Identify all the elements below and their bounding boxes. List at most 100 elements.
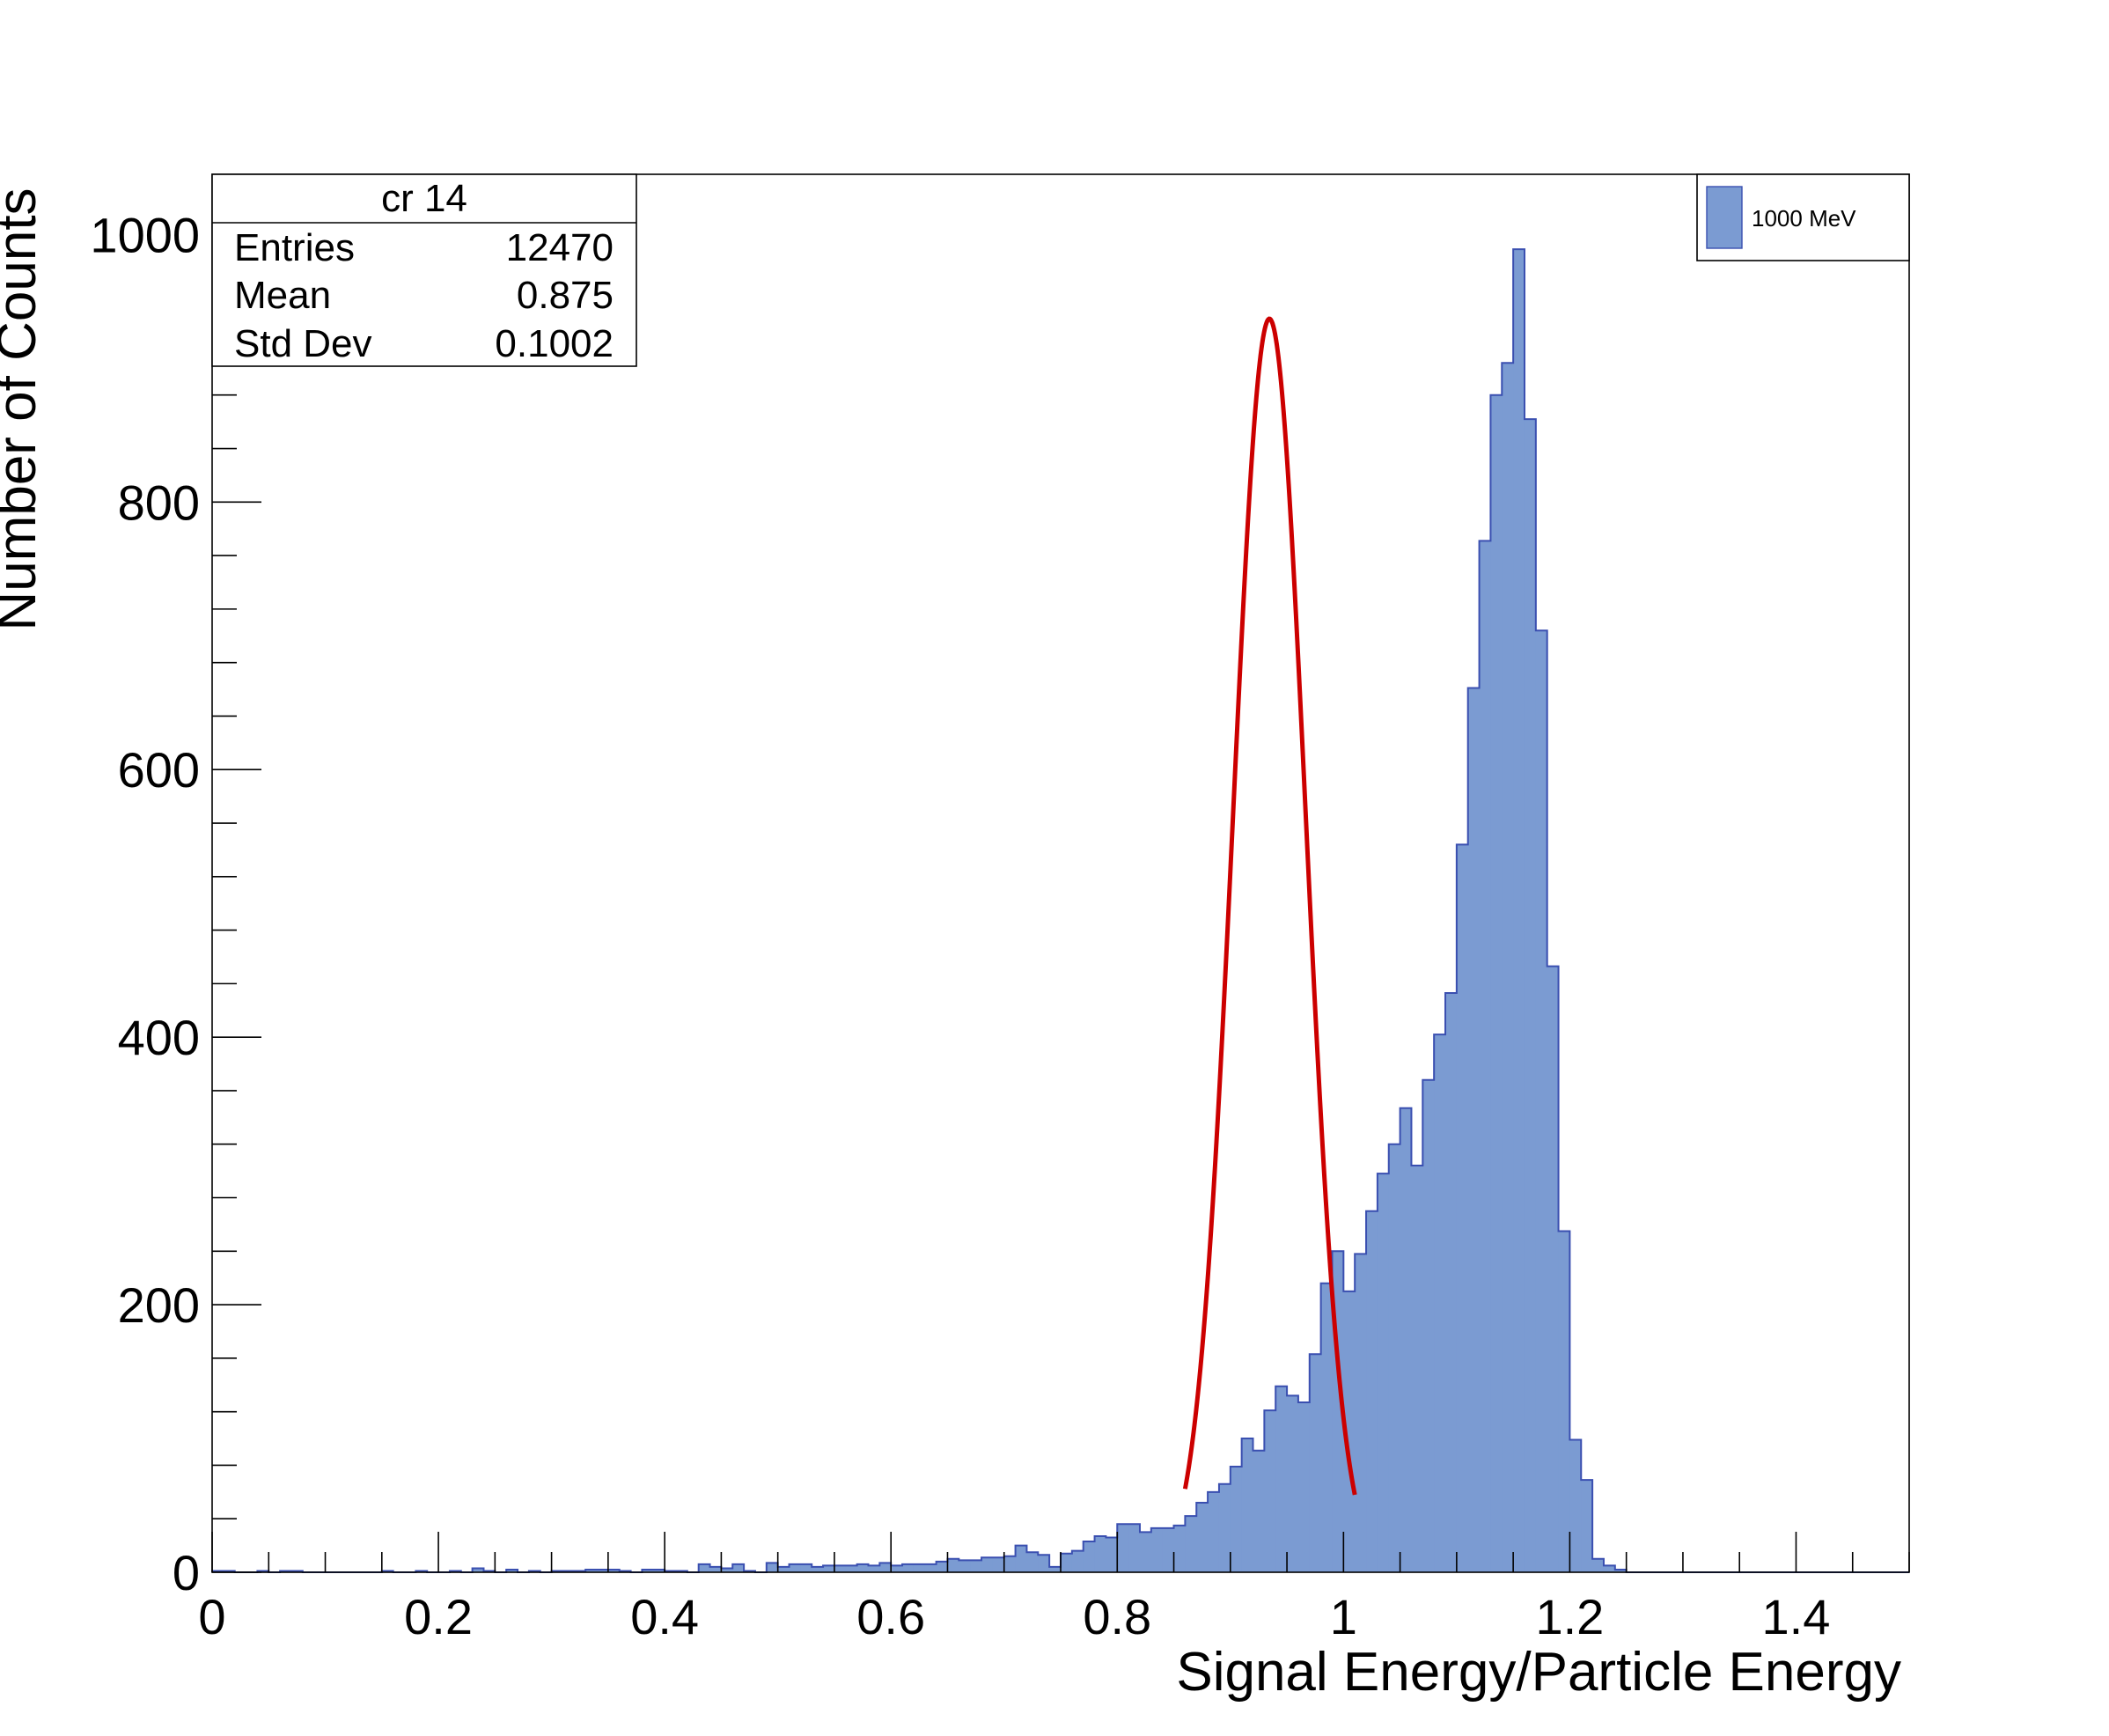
histogram-bar xyxy=(1218,1483,1231,1572)
histogram-bar xyxy=(845,1565,858,1572)
stats-mean-value: 0.875 xyxy=(517,274,614,317)
histogram-bar xyxy=(992,1557,1005,1572)
histogram-bar xyxy=(1320,1283,1334,1572)
histogram-bar xyxy=(1377,1173,1390,1572)
x-tick-label: 0.8 xyxy=(1083,1589,1151,1644)
histogram-bar xyxy=(1253,1450,1265,1572)
histogram-bar xyxy=(1411,1166,1423,1572)
x-tick-label: 0.6 xyxy=(856,1589,925,1644)
histogram-bar xyxy=(1026,1552,1039,1572)
stats-stddev-value: 0.1002 xyxy=(495,322,614,365)
histogram-bar xyxy=(1592,1558,1605,1572)
histogram-bar xyxy=(1547,966,1560,1572)
histogram-bar xyxy=(1297,1402,1311,1572)
histogram-bar xyxy=(1275,1386,1288,1572)
histogram-bar xyxy=(1422,1079,1435,1572)
histogram-bar xyxy=(1479,541,1492,1572)
histogram-bar xyxy=(1128,1524,1141,1572)
histogram-bar xyxy=(1603,1565,1616,1572)
histogram-bar xyxy=(981,1557,994,1572)
histogram-bar xyxy=(913,1563,926,1572)
histogram-bar xyxy=(1467,688,1481,1572)
x-tick-label: 1.4 xyxy=(1762,1589,1831,1644)
histogram-bar xyxy=(1309,1354,1322,1572)
histogram-bar xyxy=(732,1563,745,1572)
y-tick-label: 0 xyxy=(173,1545,200,1600)
histogram-bar xyxy=(1208,1491,1220,1572)
histogram-bar xyxy=(1524,419,1537,1572)
y-tick-label: 200 xyxy=(118,1277,200,1333)
histogram-bar xyxy=(1513,249,1525,1572)
histogram-bar xyxy=(597,1569,609,1572)
histogram-bars xyxy=(211,248,1909,1573)
histogram-bar xyxy=(1535,630,1548,1572)
histogram-bar xyxy=(1388,1144,1401,1572)
histogram-bar xyxy=(1185,1516,1197,1572)
stats-box-frame xyxy=(211,173,637,367)
histogram-bar xyxy=(698,1563,711,1572)
histogram-bar xyxy=(472,1568,485,1572)
histogram-bar xyxy=(1094,1535,1107,1572)
histogram-bar xyxy=(800,1563,812,1572)
histogram-bar xyxy=(1173,1525,1186,1572)
axis-ticks xyxy=(211,180,1910,1573)
x-tick-label: 0 xyxy=(198,1589,225,1644)
histogram-bar xyxy=(1230,1466,1243,1572)
histogram-bar xyxy=(1196,1502,1209,1572)
x-tick-label: 1 xyxy=(1330,1589,1357,1644)
histogram-bar xyxy=(970,1560,982,1572)
histogram-bar xyxy=(834,1565,847,1572)
histogram-bar xyxy=(709,1566,722,1572)
histogram-bar xyxy=(1558,1231,1570,1572)
y-tick-label: 600 xyxy=(118,742,200,798)
histogram-bar xyxy=(868,1565,880,1572)
histogram-bar xyxy=(879,1563,892,1572)
histogram-bar xyxy=(1343,1291,1356,1572)
gaussian-fit-curve xyxy=(1182,316,1357,1496)
stats-entries-label: Entries xyxy=(234,226,355,269)
histogram-bar xyxy=(1614,1569,1628,1572)
histogram-bar xyxy=(766,1563,779,1572)
histogram-bar xyxy=(1366,1210,1378,1572)
histogram-bar xyxy=(1581,1480,1593,1572)
x-axis-title: Signal Energy/Particle Energy xyxy=(1176,1642,1901,1703)
histogram-bar xyxy=(1003,1556,1017,1572)
histogram-bar xyxy=(823,1565,835,1572)
legend: 1000 MeV xyxy=(1696,173,1910,261)
histogram-bar xyxy=(1502,363,1514,1573)
histogram-bar xyxy=(947,1558,959,1572)
legend-label-1000-mev: 1000 MeV xyxy=(1752,205,1856,232)
histogram-bar xyxy=(1490,394,1503,1573)
stats-box-title: cr 14 xyxy=(381,177,467,220)
histogram-bar xyxy=(936,1561,949,1572)
y-tick-label: 800 xyxy=(118,474,200,530)
histogram-bar xyxy=(902,1563,915,1572)
histogram-bar xyxy=(1139,1532,1152,1572)
y-axis-title: Number of Counts xyxy=(0,188,48,630)
histogram-bar xyxy=(1049,1566,1062,1572)
y-tick-label: 400 xyxy=(118,1010,200,1065)
histogram-bar xyxy=(1083,1541,1096,1572)
stats-mean-label: Mean xyxy=(234,274,331,317)
stats-stddev-label: Std Dev xyxy=(234,322,372,365)
y-tick-label: 1000 xyxy=(90,207,200,262)
histogram-bar xyxy=(1150,1527,1164,1572)
histogram-bar xyxy=(1434,1034,1446,1572)
histogram-bar xyxy=(812,1566,824,1572)
histogram-bar xyxy=(1061,1553,1073,1572)
histogram-bar xyxy=(777,1566,790,1572)
histogram-bar xyxy=(1456,844,1469,1572)
histogram-outline xyxy=(211,248,1909,1573)
histogram-bar xyxy=(1445,993,1458,1572)
fit-curve-layer xyxy=(1182,316,1357,1496)
histogram-bar xyxy=(1038,1555,1050,1572)
histogram-bar xyxy=(721,1568,733,1572)
x-tick-label: 0.2 xyxy=(404,1589,473,1644)
x-tick-label: 0.4 xyxy=(630,1589,699,1644)
histogram-bar xyxy=(1400,1107,1413,1572)
histogram-bar xyxy=(959,1560,971,1572)
axis-tick-labels: 0 0.2 0.4 0.6 0.8 1 1.2 1.4 0 200 400 600 800 1000 xyxy=(90,207,1830,1644)
histogram-bar xyxy=(585,1569,598,1572)
histogram-bar xyxy=(1241,1438,1254,1572)
